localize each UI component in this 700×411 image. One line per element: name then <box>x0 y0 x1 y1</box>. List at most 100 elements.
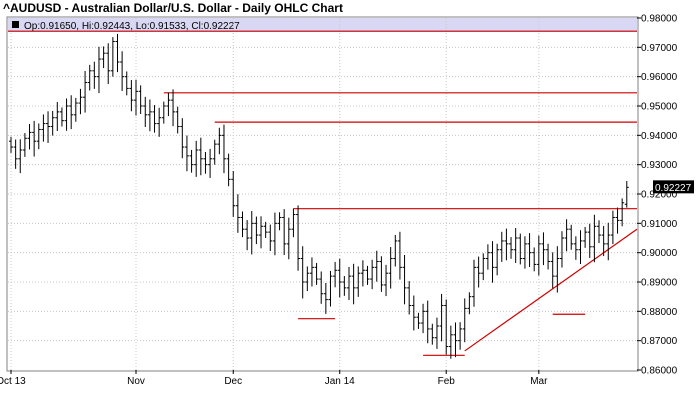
ohlc-bar <box>120 51 125 91</box>
trendlines <box>8 30 638 356</box>
y-tick-label: 0.92000 <box>641 190 678 201</box>
ohlc-bar <box>143 96 148 128</box>
ohlc-bar <box>370 259 375 290</box>
ohlc-bar <box>509 237 514 259</box>
ohlc-bar <box>147 99 152 132</box>
ohlc-bar <box>83 71 88 113</box>
ohlc-bar <box>175 106 180 134</box>
ohlc-bar <box>393 234 398 267</box>
ohlc-bar <box>309 257 314 287</box>
ohlc-bar <box>226 153 231 187</box>
ohlc-bar <box>50 110 55 136</box>
ohlc-bar <box>620 198 625 227</box>
ohlc-bar <box>259 216 264 249</box>
ohlc-bar <box>421 303 426 334</box>
ohlc-bar <box>291 208 296 238</box>
ohlc-bar <box>606 222 611 261</box>
y-tick-label: 0.96000 <box>641 72 678 83</box>
ohlc-bar <box>467 292 472 315</box>
ohlc-bar <box>546 243 551 270</box>
ohlc-bar <box>536 235 541 276</box>
y-tick-label: 0.90000 <box>641 248 678 259</box>
ohlc-bar <box>402 255 407 305</box>
last-price-label: 0.92227 <box>653 180 694 194</box>
ohlc-bar <box>444 299 449 355</box>
y-tick-label: 0.88000 <box>641 307 678 318</box>
ohlc-bar <box>592 214 597 263</box>
ohlc-readout: Op:0.91650, Hi:0.92443, Lo:0.91533, Cl:0… <box>24 21 240 32</box>
ohlc-bar <box>9 136 13 153</box>
ohlc-bar <box>198 137 203 176</box>
ohlc-bar <box>157 107 162 137</box>
ohlc-bar <box>379 256 384 292</box>
ohlc-bar <box>319 271 324 304</box>
price-bars <box>9 33 629 359</box>
ohlc-bar <box>18 139 23 174</box>
ohlc-bar <box>249 211 254 255</box>
ohlc-bar <box>453 322 458 358</box>
ohlc-bar <box>115 33 120 73</box>
ohlc-bar <box>129 80 134 112</box>
ohlc-bar <box>481 253 486 281</box>
x-tick-label: Jan 14 <box>325 376 355 387</box>
y-tick-label: 0.95000 <box>641 102 678 113</box>
ohlc-bar <box>161 101 166 124</box>
ohlc-bar <box>499 231 504 262</box>
ohlc-bar <box>374 250 379 282</box>
ohlc-bar <box>601 225 606 257</box>
last-price-label-bg <box>653 180 694 194</box>
ohlc-bar <box>476 256 481 288</box>
ohlc-bar <box>240 211 245 238</box>
ohlc-bar <box>92 61 97 89</box>
ohlc-bar <box>59 107 64 127</box>
ohlc-bar <box>555 246 560 293</box>
ohlc-bar <box>360 260 365 287</box>
ohlc-bar <box>624 181 629 208</box>
ohlc-bar <box>365 265 370 285</box>
ohlc-bar <box>583 226 588 248</box>
ohlc-bar <box>221 124 226 174</box>
ohlc-bar <box>245 220 250 251</box>
ohlc-bar <box>578 230 583 265</box>
x-axis: Oct 13 Nov Dec Jan 14 Feb Mar <box>0 370 548 387</box>
y-tick-label: 0.97000 <box>641 43 678 54</box>
x-tick-label: Dec <box>224 376 242 387</box>
ohlc-bar <box>300 246 305 299</box>
ohlc-bar <box>32 120 37 157</box>
ohlc-bar <box>314 262 319 285</box>
chart-title: ^AUDUSD - Australian Dollar/U.S. Dollar … <box>3 1 343 15</box>
ohlc-bar <box>550 252 555 289</box>
ohlc-bar <box>22 133 27 157</box>
ohlc-bar <box>448 325 453 359</box>
ohlc-bar <box>305 266 310 292</box>
x-tick-label: Mar <box>530 376 548 387</box>
ohlc-bar <box>416 312 421 329</box>
ohlc-bar <box>231 170 236 217</box>
y-tick-label: 0.89000 <box>641 278 678 289</box>
ohlc-bar <box>73 97 78 122</box>
ohlc-bar <box>569 224 574 250</box>
ohlc-bar <box>495 243 500 276</box>
ohlc-bar <box>346 266 351 301</box>
ohlc-bar <box>286 217 291 260</box>
y-tick-label: 0.87000 <box>641 336 678 347</box>
ohlc-header-band <box>8 18 637 32</box>
ohlc-bar <box>411 295 416 331</box>
y-tick-label: 0.98000 <box>641 14 678 25</box>
ohlc-bar <box>333 261 338 288</box>
ohlc-bar <box>282 209 287 256</box>
ohlc-bar <box>296 205 301 271</box>
ohlc-bar <box>217 127 222 155</box>
ohlc-bar <box>610 210 615 245</box>
ohlc-bar <box>55 101 60 131</box>
ohlc-bar <box>194 140 199 177</box>
y-tick-label: 0.86000 <box>641 366 678 377</box>
ohlc-bar <box>337 258 342 298</box>
ohlc-bar <box>254 216 259 245</box>
ohlc-bar <box>434 317 439 349</box>
ohlc-bar <box>615 207 620 234</box>
ohlc-marker <box>12 21 19 28</box>
ohlc-bar <box>397 231 402 280</box>
ohlc-bar <box>513 228 518 263</box>
